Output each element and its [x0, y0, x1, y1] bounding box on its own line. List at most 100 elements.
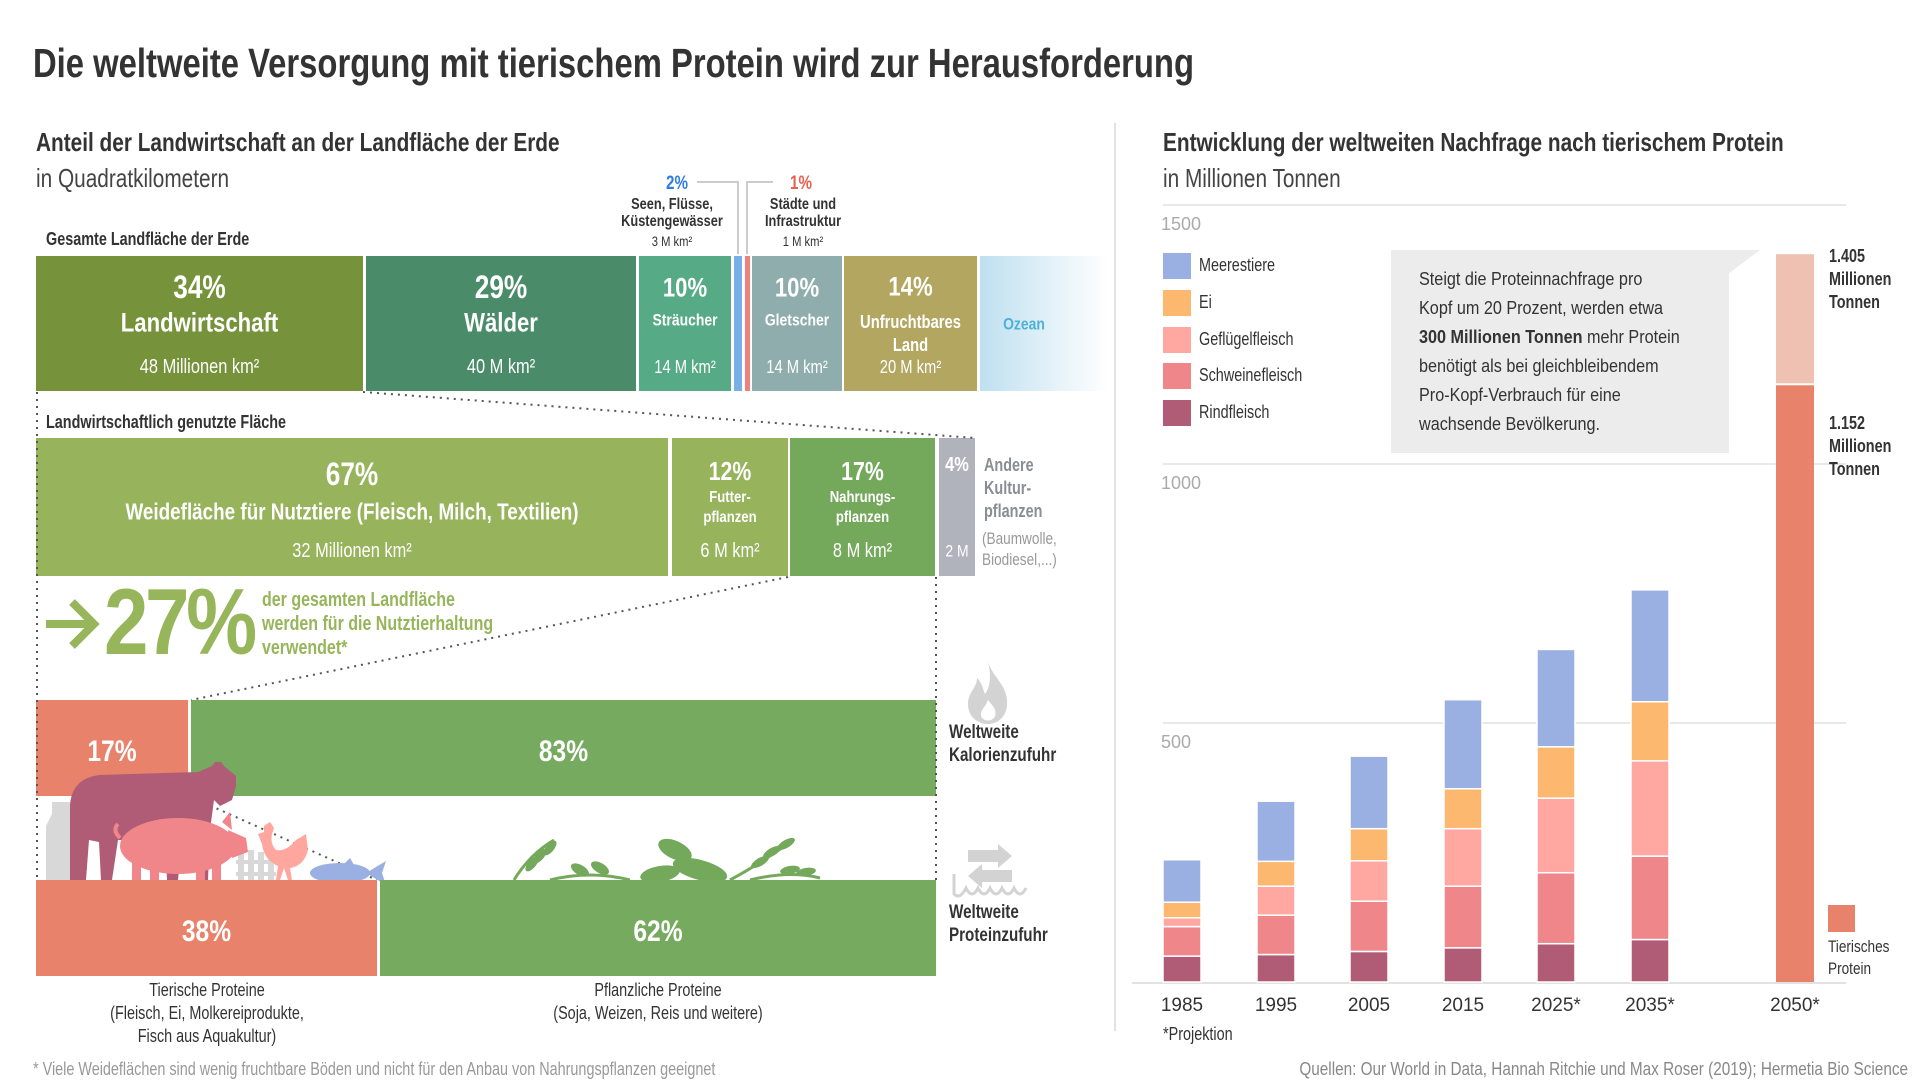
bar-segment-schweinefleisch-2015 [1443, 885, 1483, 949]
bar-segment-meerestiere-2035 [1630, 589, 1670, 703]
animal-caption-2: (Fleisch, Ei, Molkereiprodukte, [110, 1003, 304, 1023]
protein-molecule-icon [952, 844, 1028, 898]
bar-segment-rindfleisch-2015 [1443, 947, 1483, 983]
lakes-label-1: Seen, Flüsse, [631, 196, 713, 213]
segment-value: 6 M km² [700, 540, 760, 562]
segment-lakes [734, 256, 742, 391]
plant-caption-2: (Soja, Weizen, Reis und weitere) [553, 1003, 763, 1023]
calories-label-1: Weltweite [949, 722, 1019, 743]
segment-label: Landwirtschaft [120, 307, 279, 338]
pig-icon [113, 812, 248, 880]
cities-label-2: Infrastruktur [764, 213, 842, 230]
note-line: Pro-Kopf-Verbrauch für eine [1419, 385, 1621, 405]
legend-swatch-animal-protein [1828, 905, 1855, 932]
x-tick-label: 2005 [1348, 995, 1390, 1016]
segment-shrubs: 10% Sträucher 14 M km² [639, 256, 731, 391]
legend-label-meerestiere: Meerestiere [1199, 255, 1276, 275]
segment-pct: 67% [325, 456, 379, 492]
right-section-title: Entwicklung der weltweiten Nachfrage nac… [1163, 127, 1784, 157]
page-title: Die weltweite Versorgung mit tierischem … [33, 40, 1195, 86]
segment-pct: 10% [774, 272, 820, 303]
other-crops-label-2: Kultur- [984, 478, 1032, 498]
projection-note: *Projektion [1163, 1024, 1233, 1044]
segment-label: Weidefläche für Nutztiere (Fleisch, Milc… [125, 498, 579, 525]
bar-segment-meerestiere-2015 [1443, 698, 1483, 790]
legend-label-schweinefleisch: Schweinefleisch [1199, 365, 1303, 385]
other-crops-label-3: pflanzen [984, 501, 1043, 521]
bar-segment-rindfleisch-2005 [1349, 950, 1389, 983]
flame-icon [968, 662, 1008, 724]
lakes-value: 3 M km² [651, 233, 693, 249]
segment-pct: 10% [662, 272, 708, 303]
protein-animal: 38% [36, 880, 377, 976]
segment-cities [745, 256, 750, 391]
segment-ocean: Ozean [980, 256, 1108, 391]
bar-segment-ei-2015 [1443, 788, 1483, 830]
bar-segment-geflügelfleisch-1985 [1162, 917, 1202, 928]
note-line: Steigt die Proteinnachfrage pro [1419, 269, 1643, 289]
note-bold: 300 Millionen Tonnen [1419, 327, 1583, 347]
segment-label: pflanzen [703, 509, 757, 526]
segment-pct: 17% [841, 456, 884, 486]
segment-pct: 4% [945, 454, 969, 476]
segment-value: 2 M [945, 541, 969, 561]
segment-pct: 83% [538, 735, 589, 768]
segment-label: Wälder [464, 307, 538, 338]
animal-caption-1: Tierische Proteine [149, 980, 265, 1000]
segment-value: 40 M km² [466, 356, 536, 378]
bar-segment-schweinefleisch-1985 [1162, 925, 1202, 957]
segment-other-crops: 4% 2 M [939, 438, 975, 576]
legend-swatch-geflügelfleisch [1163, 327, 1191, 353]
bar-segment-rindfleisch-2025 [1536, 942, 1576, 983]
cities-pct: 1% [790, 173, 812, 194]
label-2050-base-2: Millionen [1829, 436, 1892, 456]
note-box: Steigt die Proteinnachfrage pro Kopf um … [1391, 250, 1729, 453]
bar-segment-geflügelfleisch-2005 [1349, 860, 1389, 902]
segment-food-crops: 17% Nahrungs- pflanzen 8 M km² [790, 438, 935, 576]
bar-segment-ei-1985 [1162, 901, 1202, 919]
legend-swatch-meerestiere [1163, 253, 1191, 279]
x-tick-label-2050: 2050* [1770, 995, 1820, 1016]
segment-label: Land [892, 335, 929, 355]
bar-segment-geflügelfleisch-2015 [1443, 827, 1483, 887]
legend-swatch-rindfleisch [1163, 400, 1191, 426]
animal-caption-3: Fisch aus Aquakultur) [137, 1026, 277, 1046]
bar-segment-ei-1995 [1256, 860, 1296, 887]
segment-label: Gletscher [764, 310, 830, 330]
plant-caption-1: Pflanzliche Proteine [594, 980, 722, 1000]
segment-value: 48 Millionen km² [139, 356, 260, 378]
x-tick-label: 2025* [1531, 995, 1581, 1016]
agricultural-area-label: Landwirtschaftlich genutzte Fläche [46, 412, 287, 432]
calories-label-2: Kalorienzufuhr [949, 745, 1057, 766]
segment-label: pflanzen [835, 509, 890, 526]
segment-label: Futter- [709, 489, 751, 506]
sources: Quellen: Our World in Data, Hannah Ritch… [1299, 1059, 1908, 1079]
segment-pct: 34% [173, 269, 226, 305]
x-tick-label: 2015 [1442, 995, 1484, 1016]
bar-segment-ei-2005 [1349, 827, 1389, 862]
note-box-pointer [1728, 250, 1760, 274]
y-tick-label: 500 [1161, 732, 1191, 752]
bar-segment-schweinefleisch-2035 [1630, 855, 1670, 941]
note-after-bold: mehr Protein [1582, 327, 1680, 347]
segment-label: Nahrungs- [829, 489, 896, 506]
legend-label-geflügelfleisch: Geflügelfleisch [1199, 329, 1294, 349]
bar-segment-geflügelfleisch-1995 [1256, 885, 1296, 916]
bar-segment-rindfleisch-1985 [1162, 955, 1202, 983]
segment-label: Ozean [1003, 314, 1045, 334]
note-line: wachsende Bevölkerung. [1419, 414, 1601, 434]
fish-icon [310, 858, 386, 885]
legend-animal-protein-1: Tierisches [1828, 937, 1890, 956]
segment-pct: 14% [888, 271, 933, 302]
chicken-icon [258, 822, 308, 880]
legend-animal-protein-2: Protein [1828, 959, 1872, 978]
segment-pasture: 67% Weidefläche für Nutztiere (Fleisch, … [36, 438, 668, 576]
bar-segment-geflügelfleisch-2035 [1630, 760, 1670, 857]
legend-label-rindfleisch: Rindfleisch [1199, 402, 1270, 422]
legend-label-ei: Ei [1199, 292, 1212, 312]
bar-segment-meerestiere-1995 [1256, 800, 1296, 863]
legend-swatch-schweinefleisch [1163, 363, 1191, 389]
segment-value: 32 Millionen km² [292, 540, 412, 562]
x-tick-label: 1985 [1161, 995, 1203, 1016]
